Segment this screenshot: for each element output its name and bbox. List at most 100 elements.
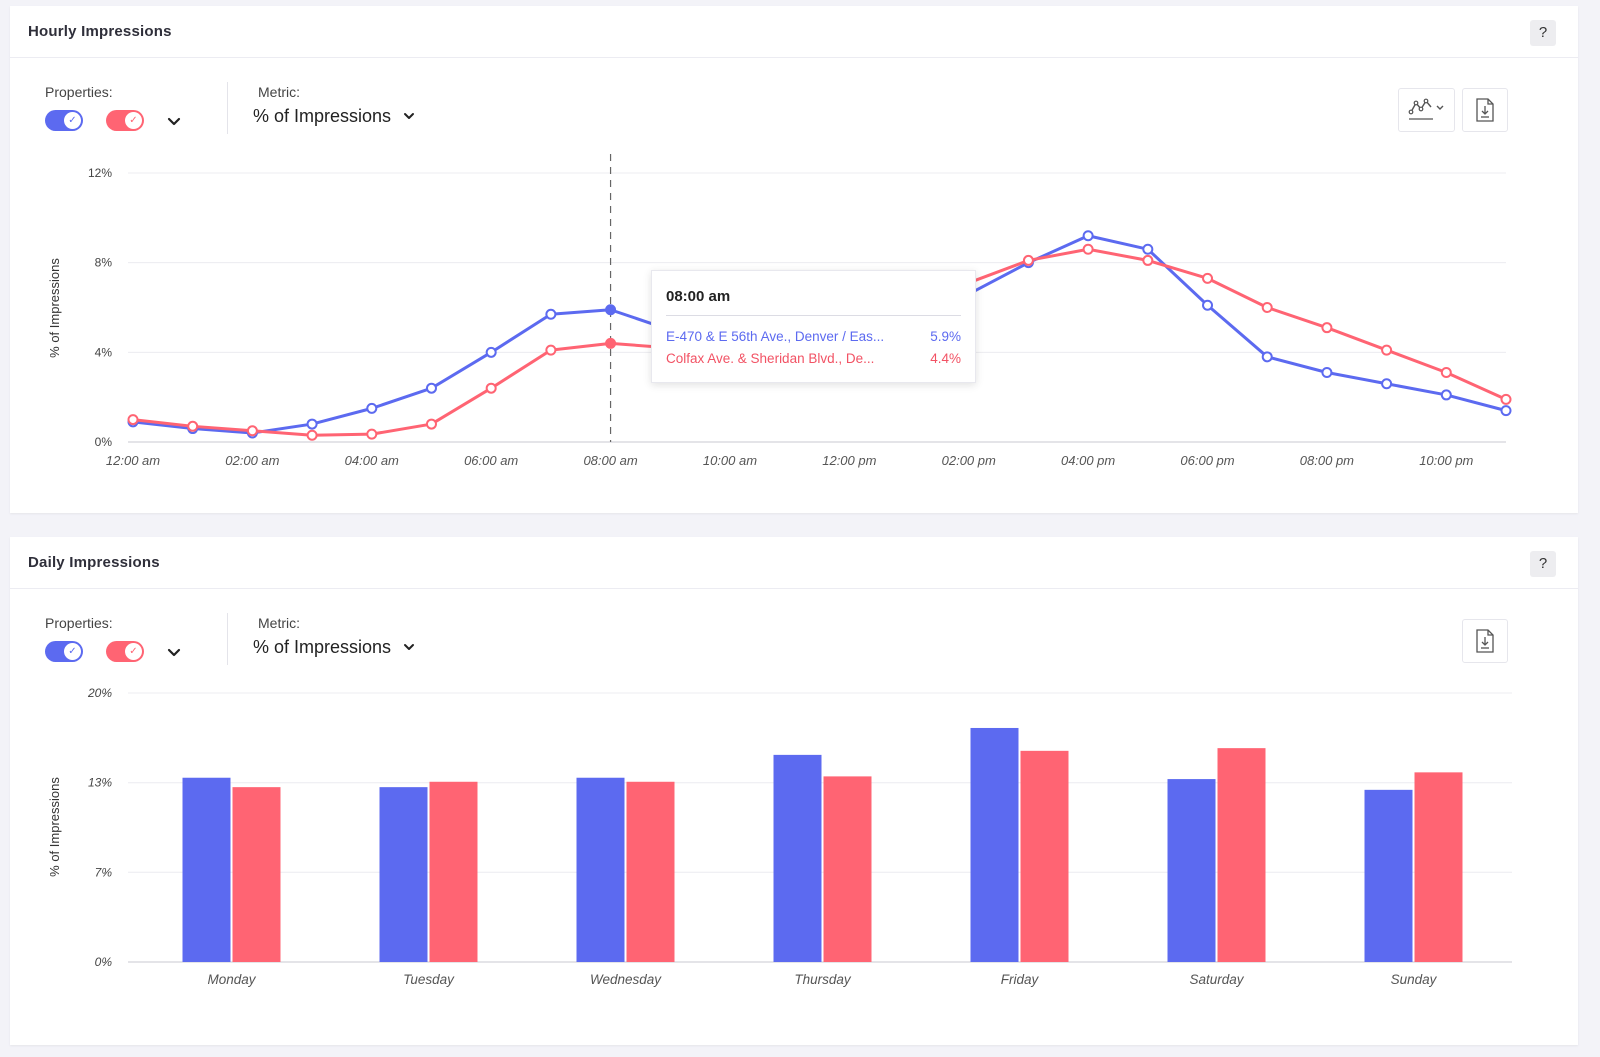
data-point [1142, 243, 1154, 255]
data-point [1142, 254, 1154, 266]
bar [1414, 772, 1463, 962]
bar [1217, 748, 1266, 962]
properties-dropdown-chevron-icon[interactable] [165, 112, 183, 130]
check-icon: ✓ [64, 112, 81, 129]
data-point [605, 337, 617, 349]
data-point [545, 308, 557, 320]
properties-label: Properties: [45, 84, 113, 100]
x-tick-label: 12:00 am [106, 453, 160, 468]
properties-label: Properties: [45, 615, 113, 631]
chevron-down-icon [402, 638, 416, 659]
data-point [425, 382, 437, 394]
x-tick-label: Wednesday [590, 972, 662, 987]
data-point [1440, 367, 1452, 379]
x-tick-label: 04:00 pm [1061, 453, 1115, 468]
bar [1167, 779, 1216, 962]
data-point [485, 382, 497, 394]
data-point [366, 402, 378, 414]
bar [970, 727, 1019, 962]
download-button[interactable] [1462, 619, 1508, 663]
y-tick-label: 12% [88, 166, 112, 180]
data-point [1321, 367, 1333, 379]
y-axis-label: % of Impressions [47, 777, 62, 877]
card-title: Daily Impressions [28, 554, 160, 571]
y-tick-label: 20% [87, 686, 112, 700]
data-point [1022, 254, 1034, 266]
x-tick-label: 06:00 pm [1180, 453, 1234, 468]
x-tick-label: 02:00 am [225, 453, 279, 468]
metric-select[interactable]: % of Impressions [253, 637, 416, 663]
y-tick-label: 4% [95, 345, 113, 359]
property-toggle-red[interactable]: ✓ [106, 110, 144, 131]
line-chart-style-icon [1408, 98, 1443, 120]
data-point [127, 414, 139, 426]
data-point [1381, 344, 1393, 356]
data-point [1082, 230, 1094, 242]
help-button[interactable]: ? [1530, 551, 1556, 577]
tooltip-row: Colfax Ave. & Sheridan Blvd., De... 4.4% [666, 351, 961, 369]
y-axis-label: % of Impressions [47, 258, 62, 358]
x-tick-label: 12:00 pm [822, 453, 876, 468]
x-tick-label: Tuesday [403, 972, 455, 987]
chevron-down-icon [402, 107, 416, 128]
data-point [1381, 378, 1393, 390]
metric-label: Metric: [258, 84, 300, 100]
data-point [1261, 351, 1273, 363]
check-icon: ✓ [125, 643, 142, 660]
card-title: Hourly Impressions [28, 23, 172, 40]
download-button[interactable] [1462, 88, 1508, 132]
property-toggle-blue[interactable]: ✓ [45, 110, 83, 131]
metric-label: Metric: [258, 615, 300, 631]
property-toggle-blue[interactable]: ✓ [45, 641, 83, 662]
data-point [1500, 393, 1512, 405]
y-tick-label: 8% [95, 256, 113, 270]
data-point [1082, 243, 1094, 255]
hourly-impressions-card: Hourly Impressions ? Properties: ✓ ✓ Met… [10, 6, 1578, 513]
metric-select[interactable]: % of Impressions [253, 106, 416, 132]
y-tick-label: 13% [88, 776, 112, 790]
bar [773, 754, 822, 962]
data-point [1202, 272, 1214, 284]
x-tick-label: 10:00 pm [1419, 453, 1473, 468]
x-tick-label: Saturday [1189, 972, 1244, 987]
card-header: Daily Impressions ? [10, 537, 1578, 589]
data-point [1500, 405, 1512, 417]
data-point [485, 346, 497, 358]
bar [823, 776, 872, 962]
tooltip-series-value: 5.9% [930, 329, 961, 344]
data-point [545, 344, 557, 356]
bar [576, 777, 625, 962]
x-tick-label: Friday [1001, 972, 1040, 987]
data-point [1440, 389, 1452, 401]
x-tick-label: 08:00 am [583, 453, 637, 468]
metric-value: % of Impressions [253, 106, 392, 126]
hourly-line-chart: 0% 4% 8% 12% 12:00 am 02:00 am 04:00 am 06:00 a… [47, 154, 1512, 468]
metric-value: % of Impressions [253, 637, 392, 657]
x-tick-label: Thursday [794, 972, 852, 987]
bar [1364, 789, 1413, 962]
bar [379, 787, 428, 962]
check-icon: ✓ [125, 112, 142, 129]
chart-tooltip: 08:00 am E-470 & E 56th Ave., Denver / E… [651, 270, 976, 383]
download-file-icon [1476, 98, 1494, 122]
divider [227, 82, 228, 134]
download-file-icon [1476, 629, 1494, 653]
bar [429, 781, 478, 962]
data-point [246, 425, 258, 437]
bar [1020, 750, 1069, 962]
card-header: Hourly Impressions ? [10, 6, 1578, 58]
tooltip-series-name: Colfax Ave. & Sheridan Blvd., De... [666, 351, 875, 366]
data-point [306, 429, 318, 441]
tooltip-divider [666, 315, 961, 316]
property-toggle-red[interactable]: ✓ [106, 641, 144, 662]
chart-style-button[interactable] [1398, 88, 1455, 132]
tooltip-row: E-470 & E 56th Ave., Denver / Eas... 5.9… [666, 329, 961, 347]
properties-dropdown-chevron-icon[interactable] [165, 643, 183, 661]
daily-impressions-card: Daily Impressions ? Properties: ✓ ✓ Metr… [10, 537, 1578, 1045]
data-point [187, 420, 199, 432]
check-icon: ✓ [64, 643, 81, 660]
y-tick-label: 0% [95, 955, 113, 969]
x-tick-label: Monday [207, 972, 256, 987]
help-button[interactable]: ? [1530, 20, 1556, 46]
divider [227, 613, 228, 665]
